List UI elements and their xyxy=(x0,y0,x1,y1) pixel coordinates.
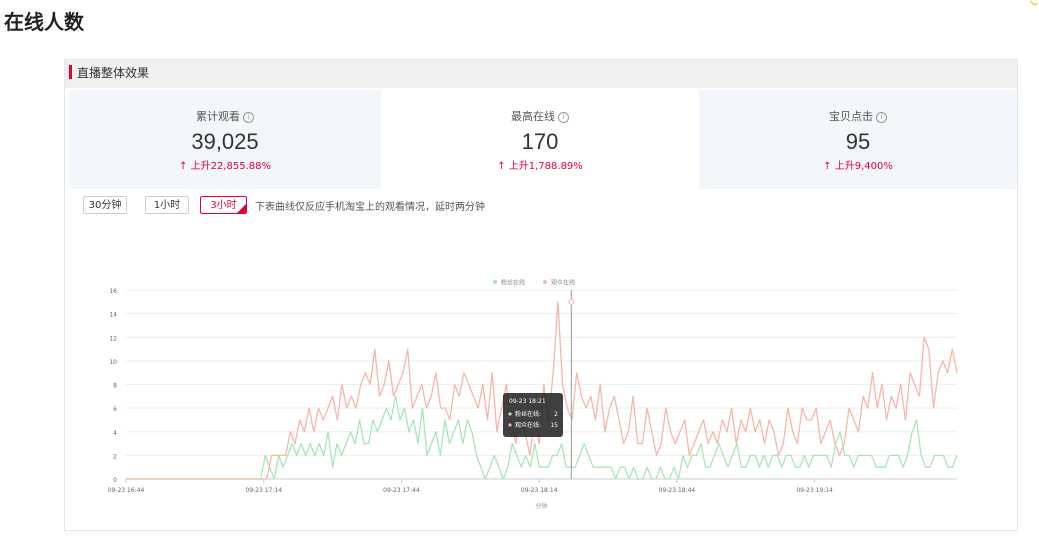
x-tick-label: 09-23 19:14 xyxy=(796,487,833,494)
y-tick-label: 2 xyxy=(113,453,117,460)
stat-label: 累计观看 xyxy=(196,110,240,123)
legend-marker xyxy=(493,280,497,284)
y-tick-label: 4 xyxy=(113,430,117,437)
y-tick-label: 14 xyxy=(109,312,117,319)
legend-label: 粉丝在线 xyxy=(501,279,525,287)
range-button-label: 3小时 xyxy=(210,200,237,211)
stat-value: 95 xyxy=(845,129,871,154)
tooltip-marker xyxy=(508,412,512,416)
y-tick-label: 8 xyxy=(113,383,117,390)
header-accent-bar xyxy=(69,65,72,79)
info-icon[interactable]: i xyxy=(876,112,887,123)
stat-total-views[interactable]: 累计观看 i 39,025 ↑ 上升22,855.88% xyxy=(69,90,381,189)
stat-value: 170 xyxy=(521,129,559,154)
x-tick-label: 09-23 18:14 xyxy=(521,487,558,494)
stat-value: 39,025 xyxy=(191,129,259,154)
y-tick-label: 16 xyxy=(109,288,117,295)
page-title: 在线人数 xyxy=(4,10,84,34)
tooltip-value: 15 xyxy=(550,422,558,429)
stat-label: 宝贝点击 xyxy=(829,110,873,123)
range-button-1hour[interactable]: 1小时 xyxy=(145,196,189,214)
tooltip-time: 09-23 18:21 xyxy=(509,398,546,405)
panel-header-title: 直播整体效果 xyxy=(77,66,150,80)
stat-peak-online[interactable]: 最高在线 i 170 ↑ 上升1,788.89% xyxy=(381,90,699,189)
hover-point xyxy=(568,298,575,305)
x-tick-label: 09-23 17:14 xyxy=(245,487,282,494)
selected-corner-icon xyxy=(237,204,246,213)
stat-item-clicks[interactable]: 宝贝点击 i 95 ↑ 上升9,400% xyxy=(699,90,1017,189)
tooltip-marker xyxy=(508,423,512,427)
live-effect-panel: 直播整体效果 累计观看 i 39,025 ↑ 上升22,855.88% 最高在线 i… xyxy=(64,59,1018,531)
y-tick-label: 10 xyxy=(109,359,117,366)
online-users-chart[interactable]: 0 2 4 6 8 10 12 14 16 09-23 16:44 09-23 17:14 09-23… xyxy=(65,210,1017,530)
series-line xyxy=(126,301,958,480)
stat-label: 最高在线 xyxy=(511,110,555,123)
range-button-3hour[interactable]: 3小时 xyxy=(200,196,247,214)
y-tick-label: 0 xyxy=(113,477,117,484)
x-tick-label: 09-23 18:44 xyxy=(659,487,696,494)
corner-decoration-icon xyxy=(1030,0,1038,6)
stat-change: ↑ 上升1,788.89% xyxy=(497,161,583,172)
info-icon[interactable]: i xyxy=(558,112,569,123)
x-tick-label: 09-23 16:44 xyxy=(108,487,145,494)
legend-label: 观众在线 xyxy=(551,279,575,287)
tooltip-value: 2 xyxy=(554,411,558,418)
tooltip-label: 观众在线: xyxy=(515,421,541,429)
series-line xyxy=(126,395,958,480)
stat-change: ↑ 上升22,855.88% xyxy=(179,161,271,172)
panel-header: 直播整体效果 xyxy=(65,60,1017,88)
y-tick-label: 6 xyxy=(113,406,117,413)
chart-hint: 下表曲线仅反应手机淘宝上的观看情况，延时两分钟 xyxy=(255,202,485,213)
tooltip-box xyxy=(503,393,563,437)
range-button-30min[interactable]: 30分钟 xyxy=(83,196,127,214)
info-icon[interactable]: i xyxy=(243,112,254,123)
stat-change: ↑ 上升9,400% xyxy=(823,161,893,172)
y-tick-label: 12 xyxy=(109,335,117,342)
x-tick-label: 09-23 17:44 xyxy=(383,487,420,494)
tooltip-label: 粉丝在线: xyxy=(515,410,541,418)
legend-marker xyxy=(543,280,547,284)
x-axis-label: 分钟 xyxy=(535,502,547,510)
